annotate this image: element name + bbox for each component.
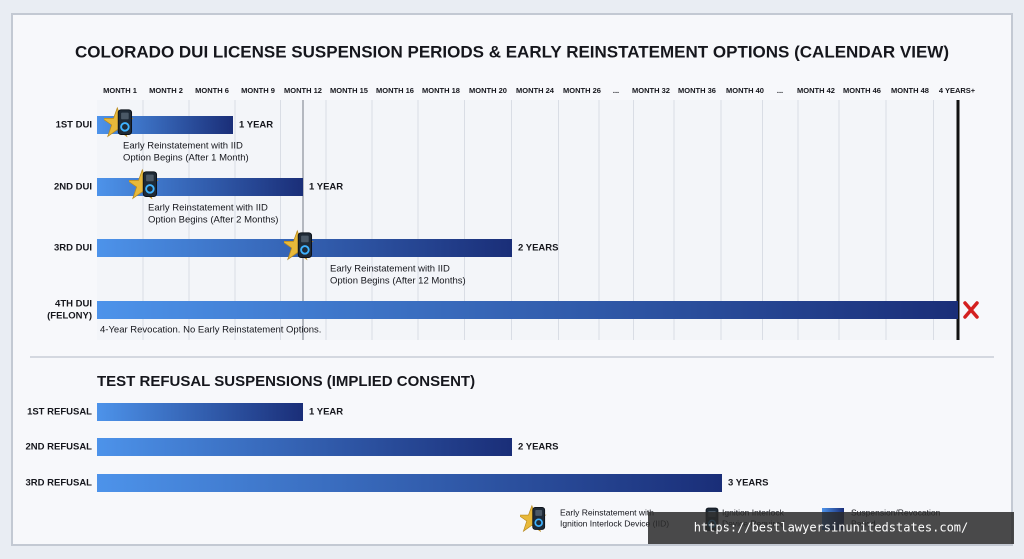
suspension-bar [97,438,512,456]
month-label: MONTH 26 [563,86,601,95]
suspension-bar [97,178,303,196]
month-label: ... [777,86,783,95]
content: MONTH 1 MONTH 2 MONTH 6 MONTH 9 MONTH 12 MONT… [25,86,979,533]
row-label: 3RD DUI [54,243,92,254]
month-label: MONTH 48 [891,86,929,95]
row-label: 2ND DUI [54,182,92,193]
month-label: MONTH 40 [726,86,764,95]
duration-label: 1 YEAR [309,182,343,193]
note: Early Reinstatement with IID [148,203,268,214]
month-label: ... [613,86,619,95]
duration-label: 3 YEARS [728,478,768,489]
month-label: MONTH 1 [103,86,137,95]
month-label: MONTH 46 [843,86,881,95]
month-label: MONTH 42 [797,86,835,95]
month-label: 4 YEARS+ [939,86,976,95]
revocation-x [963,301,979,319]
duration-label: 1 YEAR [239,120,273,131]
note: 4-Year Revocation. No Early Reinstatemen… [100,325,321,336]
month-label: MONTH 2 [149,86,183,95]
watermark: https://bestlawyersinunitedstates.com/ [694,521,969,535]
duration-label: 1 YEAR [309,407,343,418]
note: Early Reinstatement with IID [330,264,450,275]
legend-label: Early Reinstatement with [560,507,654,517]
note: Option Begins (After 12 Months) [330,276,466,287]
duration-label: 2 YEARS [518,442,558,453]
row-label: 1ST DUI [56,120,92,131]
row-label: 1ST REFUSAL [27,407,92,418]
month-label: MONTH 32 [632,86,670,95]
month-label: MONTH 9 [241,86,275,95]
month-label: MONTH 6 [195,86,229,95]
month-label: MONTH 18 [422,86,460,95]
suspension-bar [97,301,958,319]
note: Early Reinstatement with IID [123,141,243,152]
month-label: MONTH 15 [330,86,368,95]
title: COLORADO DUI LICENSE SUSPENSION PERIODS … [75,42,949,61]
section-title: TEST REFUSAL SUSPENSIONS (IMPLIED CONSEN… [97,373,475,390]
month-label: MONTH 12 [284,86,322,95]
row-label: 2ND REFUSAL [25,442,92,453]
watermark-bg [648,512,1014,544]
month-label: MONTH 20 [469,86,507,95]
row-label: 4TH DUI [55,299,92,310]
duration-label: 2 YEARS [518,243,558,254]
calendar-bg [97,100,958,340]
row-label: 3RD REFUSAL [25,478,92,489]
legend-label: Ignition Interlock Device (IID) [560,518,669,528]
row-label: (FELONY) [47,311,92,322]
note: Option Begins (After 2 Months) [148,215,278,226]
suspension-bar [97,403,303,421]
note: Option Begins (After 1 Month) [123,153,249,164]
month-label: MONTH 36 [678,86,716,95]
suspension-bar [97,474,722,492]
month-label: MONTH 16 [376,86,414,95]
month-label: MONTH 24 [516,86,555,95]
